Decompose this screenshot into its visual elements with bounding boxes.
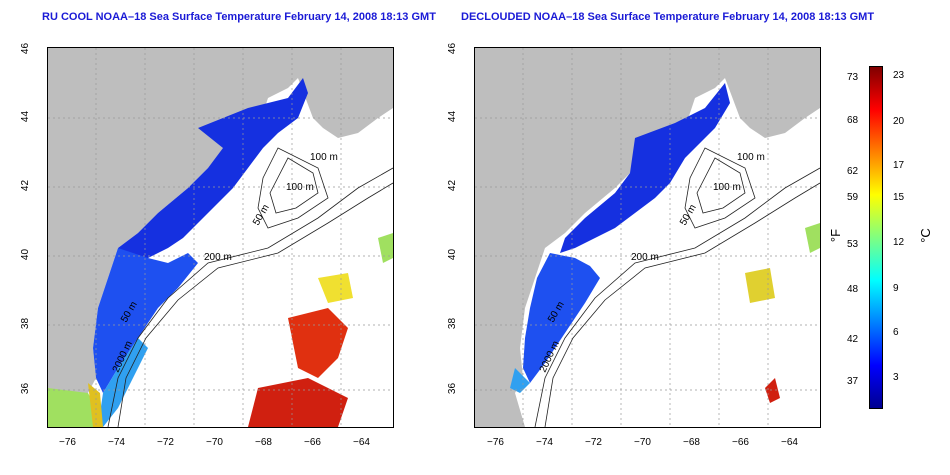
x-tick: −64 (781, 437, 798, 448)
colorbar-f-tick: 42 (847, 334, 859, 345)
colorbar-c-tick: 6 (893, 327, 899, 338)
colorbar-f-tick: 73 (847, 72, 859, 83)
contour-label: 200 m (631, 252, 659, 263)
x-tick: −74 (536, 437, 553, 448)
land-nova-scotia (725, 68, 820, 138)
x-tick: −76 (487, 437, 504, 448)
x-tick: −66 (732, 437, 749, 448)
contour-label: 100 m (737, 152, 765, 163)
panel2-map-svg: 100 m 100 m 50 m 200 m 50 m 2000 m (475, 48, 820, 427)
colorbar-f-tick: 48 (847, 284, 859, 295)
land-nova-scotia (298, 68, 393, 138)
sst-patch-yellow (318, 273, 353, 303)
fahrenheit-unit: °F (828, 228, 844, 243)
contour-label: 100 m (286, 182, 314, 193)
bathymetry-contours (534, 147, 820, 427)
contour-label: 100 m (713, 182, 741, 193)
colorbar-f-tick: 37 (847, 376, 859, 387)
sst-cold (118, 78, 308, 263)
y-tick: 38 (20, 317, 32, 330)
x-tick: −64 (353, 437, 370, 448)
colorbar-f-tick: 53 (847, 239, 859, 250)
sst-patch-red (765, 378, 780, 403)
sst-cold-2 (523, 253, 600, 383)
x-tick: −74 (108, 437, 125, 448)
x-tick: −72 (157, 437, 174, 448)
colorbar-c-tick: 12 (893, 237, 905, 248)
y-tick: 46 (447, 42, 459, 55)
sst-gulfstream-2 (248, 378, 348, 427)
x-tick: −68 (255, 437, 272, 448)
panel2-title: DECLOUDED NOAA–18 Sea Surface Temperatur… (461, 11, 875, 23)
colorbar-f-tick: 62 (847, 166, 859, 177)
y-tick: 42 (447, 179, 459, 192)
grid (48, 48, 393, 427)
sst-warm (48, 388, 98, 427)
sst-mid (510, 368, 530, 393)
panel1-title: RU COOL NOAA–18 Sea Surface Temperature … (42, 11, 436, 23)
y-tick: 38 (447, 317, 459, 330)
sst-gulfstream (288, 308, 348, 378)
panel1-map[interactable]: 100 m 100 m 50 m 200 m 50 m 2000 m (47, 47, 394, 428)
sst-patch-green (378, 233, 393, 263)
x-tick: −66 (304, 437, 321, 448)
y-tick: 44 (20, 110, 32, 123)
contour-label: 200 m (204, 252, 232, 263)
x-tick: −70 (634, 437, 651, 448)
colorbar-f-tick: 68 (847, 115, 859, 126)
sst-cold (560, 83, 730, 253)
colorbar-c-tick: 3 (893, 372, 899, 383)
y-tick: 44 (447, 110, 459, 123)
grid (475, 48, 820, 427)
celsius-unit: °C (917, 228, 933, 243)
contour-label: 50 m (251, 203, 272, 228)
panel2-map[interactable]: 100 m 100 m 50 m 200 m 50 m 2000 m (474, 47, 821, 428)
y-tick: 36 (20, 382, 32, 395)
y-tick: 40 (20, 248, 32, 261)
x-tick: −68 (683, 437, 700, 448)
sst-mid (98, 338, 148, 427)
sst-cold-2 (93, 248, 198, 393)
sst-patch-yellow (745, 268, 775, 303)
y-tick: 46 (20, 42, 32, 55)
colorbar-c-tick: 20 (893, 116, 905, 127)
y-tick: 40 (447, 248, 459, 261)
colorbar-f-tick: 59 (847, 192, 859, 203)
colorbar-c-tick: 17 (893, 160, 905, 171)
land (475, 48, 820, 427)
y-tick: 36 (447, 382, 459, 395)
colorbar-c-tick: 15 (893, 192, 905, 203)
x-tick: −72 (585, 437, 602, 448)
colorbar-c-tick: 9 (893, 283, 899, 294)
colorbar (869, 66, 883, 409)
bathymetry-contours (107, 147, 393, 427)
sst-patch-green (805, 223, 820, 253)
contour-label: 50 m (678, 203, 699, 228)
panel1-map-svg: 100 m 100 m 50 m 200 m 50 m 2000 m (48, 48, 393, 427)
sst-warmer (88, 383, 103, 427)
y-tick: 42 (20, 179, 32, 192)
land (48, 48, 393, 427)
x-tick: −76 (59, 437, 76, 448)
contour-label: 100 m (310, 152, 338, 163)
x-tick: −70 (206, 437, 223, 448)
colorbar-c-tick: 23 (893, 70, 905, 81)
